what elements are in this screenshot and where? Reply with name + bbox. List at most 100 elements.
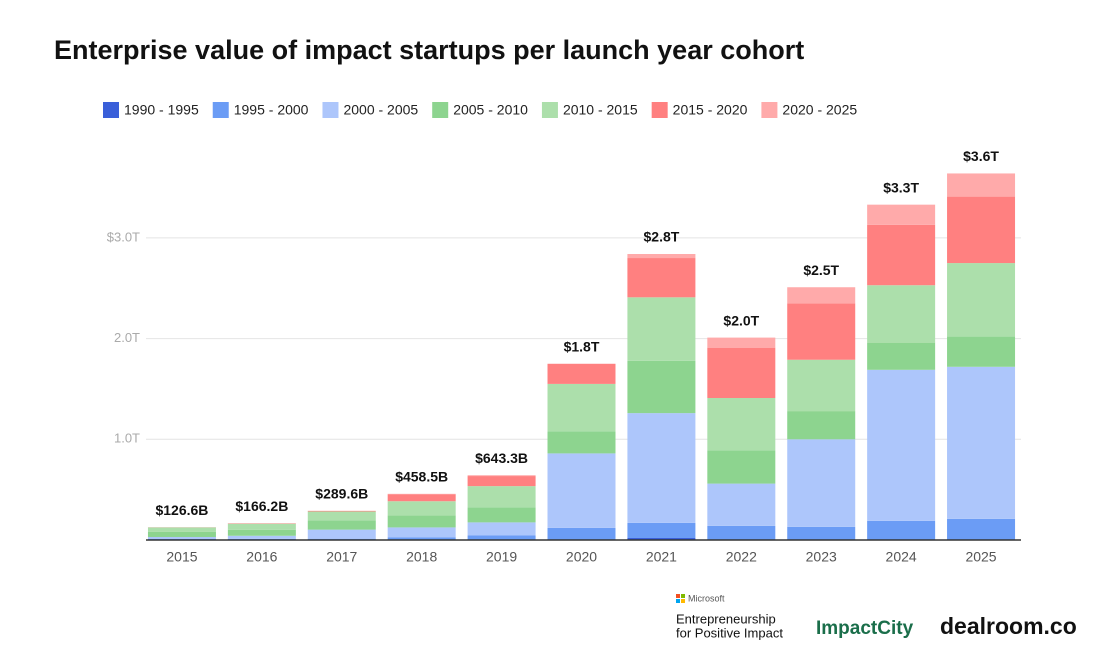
ms-logo [681, 599, 685, 603]
x-tick-label: 2020 [566, 549, 597, 565]
x-tick-label: 2023 [806, 549, 837, 565]
bar-segment [227, 529, 296, 536]
bar-segment [387, 537, 456, 540]
bar-segment [547, 453, 616, 528]
bar-segment [387, 501, 456, 516]
total-label: $166.2B [235, 498, 288, 514]
bar-segment [467, 475, 536, 477]
bar-segment [627, 413, 696, 523]
total-label: $2.8T [644, 229, 680, 245]
bar-segment [707, 337, 776, 348]
bar-segment [467, 486, 536, 508]
x-tick-label: 2015 [166, 549, 197, 565]
x-tick-label: 2024 [886, 549, 917, 565]
x-tick-label: 2016 [246, 549, 277, 565]
bar-segment [227, 523, 296, 530]
legend-swatch [103, 102, 119, 118]
bar-segment [467, 522, 536, 536]
total-label: $2.5T [803, 262, 839, 278]
legend-swatch [212, 102, 229, 118]
bar-segment [547, 383, 616, 432]
bar-segment [307, 511, 376, 521]
bar-segment [547, 363, 616, 384]
bar-segment [707, 398, 776, 451]
chart-title: Enterprise value of impact startups per … [54, 35, 804, 65]
bar-segment [787, 287, 856, 304]
ms-logo [676, 594, 680, 598]
logos: Microsoft Entrepreneurship for Positive … [676, 593, 1077, 640]
logo-text: for Positive Impact [676, 625, 783, 640]
bar-segment [147, 527, 216, 532]
bar-segment [867, 369, 936, 521]
bar-segment [867, 520, 936, 540]
legend-label: 2015 - 2020 [673, 102, 748, 118]
bar-segment [867, 204, 936, 225]
bar-segment [787, 359, 856, 412]
bar-segment [947, 263, 1016, 337]
x-tick-label: 2025 [965, 549, 996, 565]
bar-segment [387, 527, 456, 538]
bar-segment [147, 531, 216, 537]
ms-logo [681, 594, 685, 598]
bar-segment [147, 536, 216, 539]
bar-segment [947, 518, 1016, 540]
bar-segment [627, 258, 696, 298]
total-label: $1.8T [564, 338, 600, 354]
bar-segment [387, 494, 456, 502]
x-tick-label: 2022 [726, 549, 757, 565]
bar-segment [787, 439, 856, 527]
legend-swatch [432, 102, 449, 118]
bar-segment [627, 522, 696, 538]
bar-segment [787, 411, 856, 440]
logo-text: dealroom.co [940, 613, 1077, 639]
legend-label: 1990 - 1995 [124, 102, 199, 118]
logo-text: Microsoft [688, 593, 725, 603]
bar-segment [627, 537, 696, 540]
bar-segment [867, 342, 936, 370]
bar-segment [307, 510, 376, 512]
total-label: $3.3T [883, 179, 919, 195]
y-tick-label: $3.0T [107, 229, 140, 244]
bar-segment [627, 297, 696, 361]
ms-logo [676, 599, 680, 603]
logo-text: Entrepreneurship [676, 611, 776, 626]
bar-segment [547, 527, 616, 540]
bar-segment [547, 431, 616, 454]
legend-label: 2000 - 2005 [343, 102, 418, 118]
bar-segment [707, 525, 776, 540]
legend-swatch [322, 102, 339, 118]
bar-segment [627, 360, 696, 414]
legend-label: 2010 - 2015 [563, 102, 638, 118]
legend-swatch [761, 102, 778, 118]
total-label: $126.6B [155, 502, 208, 518]
bar-segment [947, 336, 1016, 367]
bar-segment [867, 285, 936, 343]
total-label: $458.5B [395, 469, 448, 485]
legend-label: 2020 - 2025 [782, 102, 857, 118]
bar-segment [707, 483, 776, 526]
bar-segment [787, 526, 856, 540]
bar-segment [467, 476, 536, 487]
legend-swatch [651, 102, 668, 118]
legend-label: 2005 - 2010 [453, 102, 528, 118]
y-tick-label: 2.0T [114, 330, 140, 345]
bar-segment [307, 538, 376, 540]
bar-segment [627, 254, 696, 259]
bar-segment [707, 347, 776, 399]
total-label: $643.3B [475, 450, 528, 466]
legend-label: 1995 - 2000 [234, 102, 309, 118]
y-tick-label: 1.0T [114, 431, 140, 446]
bar-segment [787, 303, 856, 360]
bar-segment [707, 450, 776, 484]
bar-segment [947, 366, 1016, 519]
legend-swatch [541, 102, 558, 118]
total-label: $3.6T [963, 148, 999, 164]
bar-segment [867, 224, 936, 286]
bar-segment [227, 535, 296, 539]
bar-segment [307, 520, 376, 530]
logo-text: ImpactCity [816, 618, 914, 639]
total-label: $2.0T [723, 312, 759, 328]
x-tick-label: 2021 [646, 549, 677, 565]
x-tick-label: 2019 [486, 549, 517, 565]
